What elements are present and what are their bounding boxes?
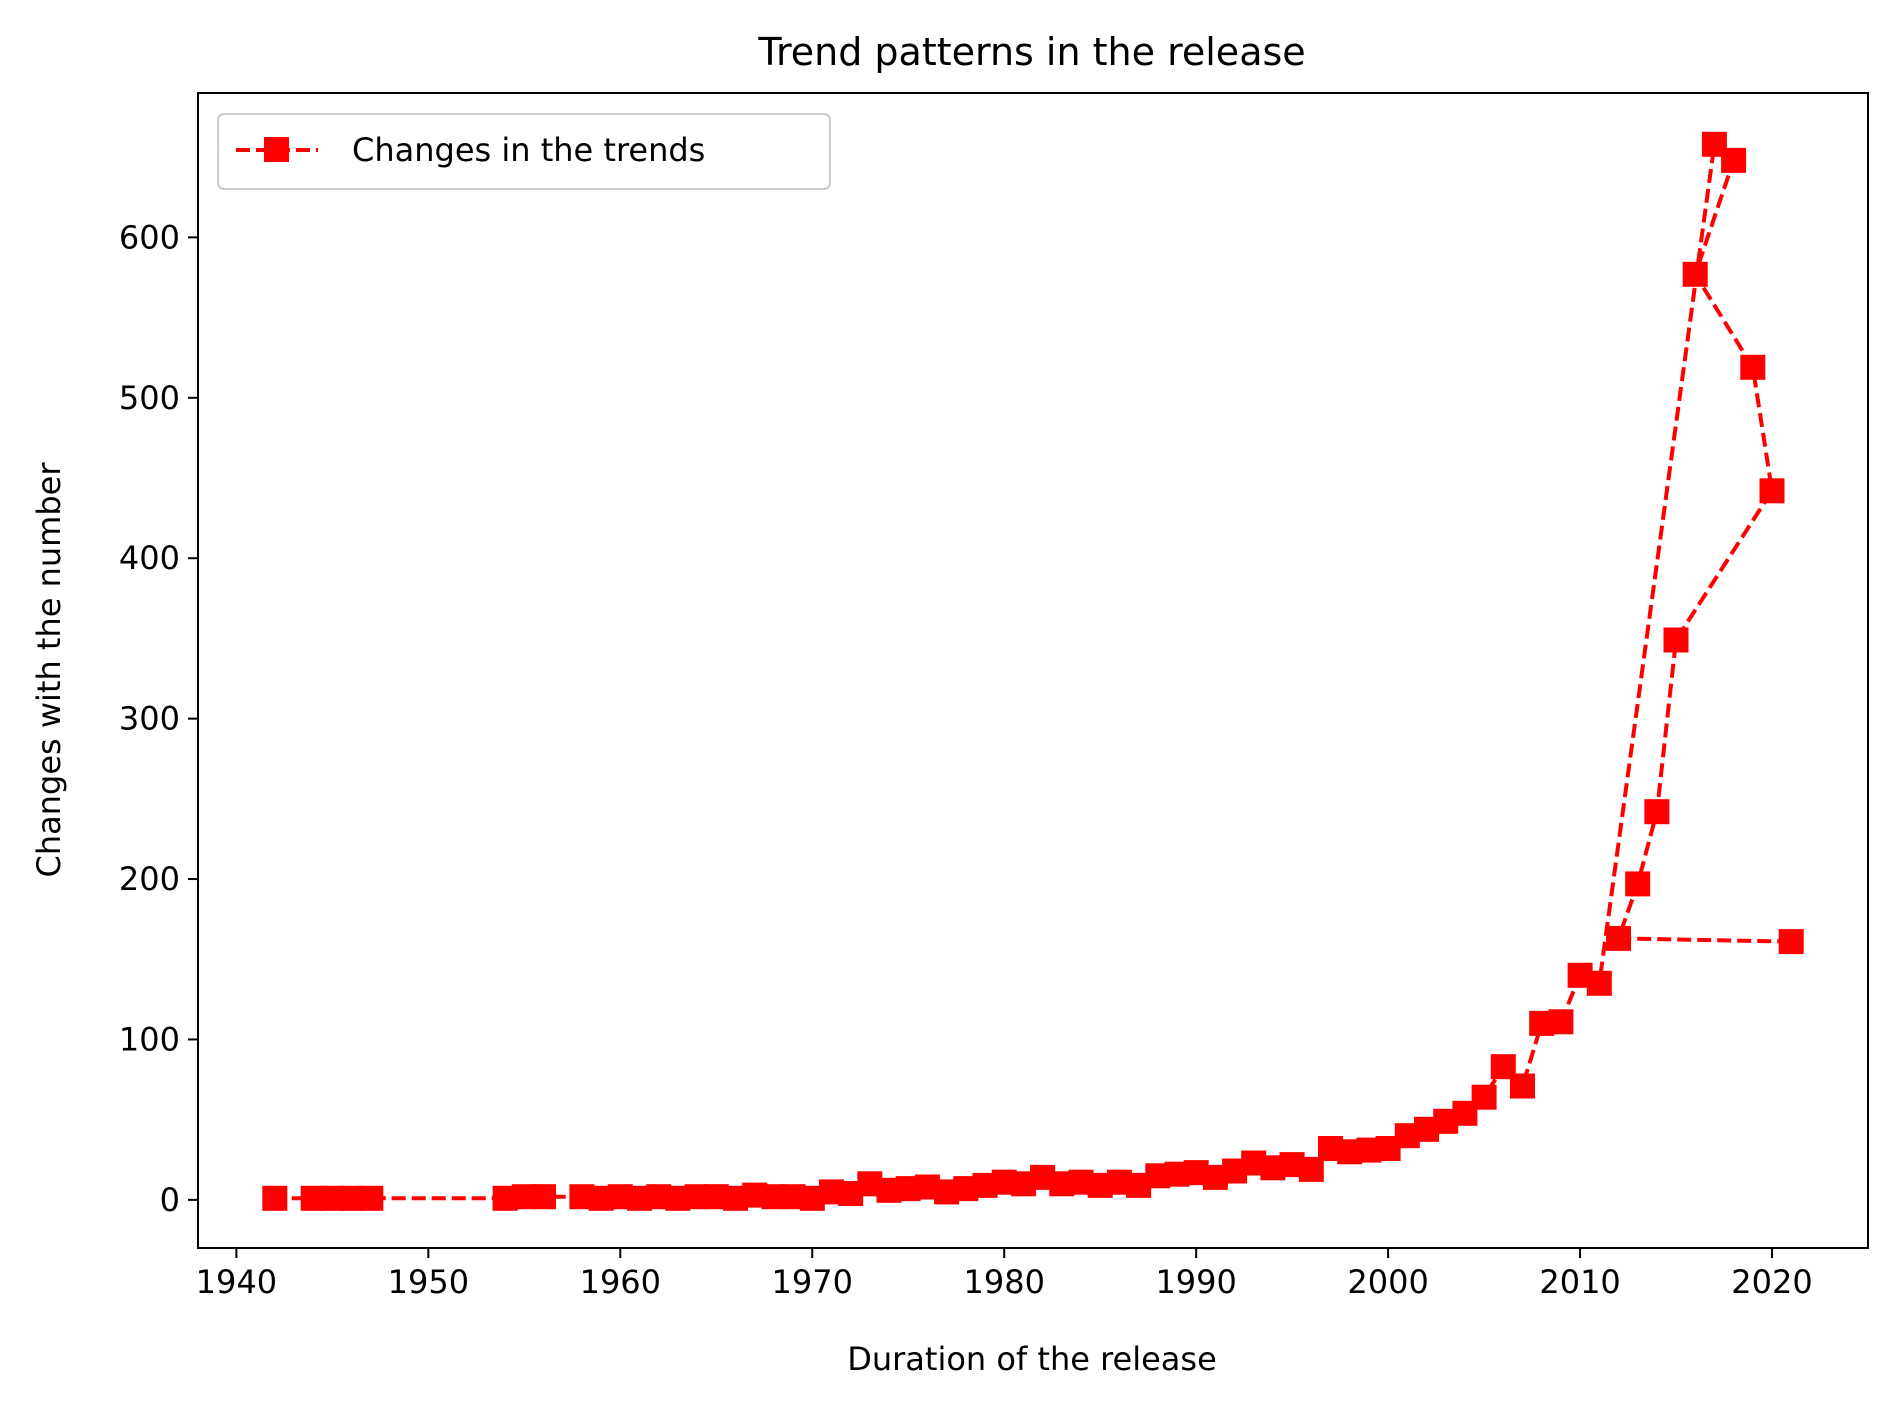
x-axis-label: Duration of the release (847, 1340, 1217, 1378)
y-tick-label: 600 (119, 218, 180, 256)
data-point-marker (569, 1184, 595, 1210)
data-point-marker (1663, 627, 1689, 653)
x-tick-label: 2020 (1731, 1263, 1812, 1301)
y-tick-label: 300 (119, 700, 180, 738)
chart-title: Trend patterns in the release (757, 30, 1305, 74)
y-tick-label: 200 (119, 860, 180, 898)
legend-label: Changes in the trends (352, 131, 705, 169)
x-axis-ticks: 1940 1950 1960 1970 1980 1990 2000 2010 2020 (196, 1248, 1813, 1301)
data-point-marker (1644, 799, 1670, 825)
data-point-marker (1529, 1010, 1555, 1036)
legend: Changes in the trends (217, 113, 831, 190)
legend-marker-swatch (264, 137, 289, 162)
y-tick-label: 500 (119, 379, 180, 417)
x-tick-label: 1940 (196, 1263, 277, 1301)
x-tick-label: 1950 (388, 1263, 469, 1301)
data-point-marker (1759, 478, 1785, 504)
series-layer (262, 131, 1804, 1211)
data-point-marker (262, 1185, 288, 1211)
y-tick-label: 100 (119, 1020, 180, 1058)
x-tick-label: 1970 (772, 1263, 853, 1301)
data-point-marker (300, 1185, 326, 1211)
data-point-marker (1567, 962, 1593, 988)
y-tick-label: 0 (160, 1181, 180, 1219)
y-tick-label: 400 (119, 539, 180, 577)
y-axis-label: Changes with the number (30, 462, 68, 878)
data-point-marker (1701, 131, 1727, 157)
x-tick-label: 1980 (963, 1263, 1044, 1301)
y-axis-ticks: 0 100 200 300 400 500 600 (119, 218, 198, 1219)
x-tick-label: 1960 (580, 1263, 661, 1301)
data-point-marker (1625, 871, 1651, 897)
data-point-marker (492, 1185, 518, 1211)
x-tick-label: 2010 (1539, 1263, 1620, 1301)
data-point-marker (1740, 354, 1766, 380)
data-point-marker (1682, 261, 1708, 287)
data-point-marker (1490, 1054, 1516, 1080)
data-point-marker (1606, 925, 1631, 951)
legend-box (217, 113, 831, 190)
x-tick-label: 2000 (1347, 1263, 1428, 1301)
x-tick-label: 1990 (1155, 1263, 1236, 1301)
plot-area (197, 92, 1869, 1249)
data-point-marker (1318, 1136, 1343, 1161)
data-point-marker (1778, 929, 1804, 955)
